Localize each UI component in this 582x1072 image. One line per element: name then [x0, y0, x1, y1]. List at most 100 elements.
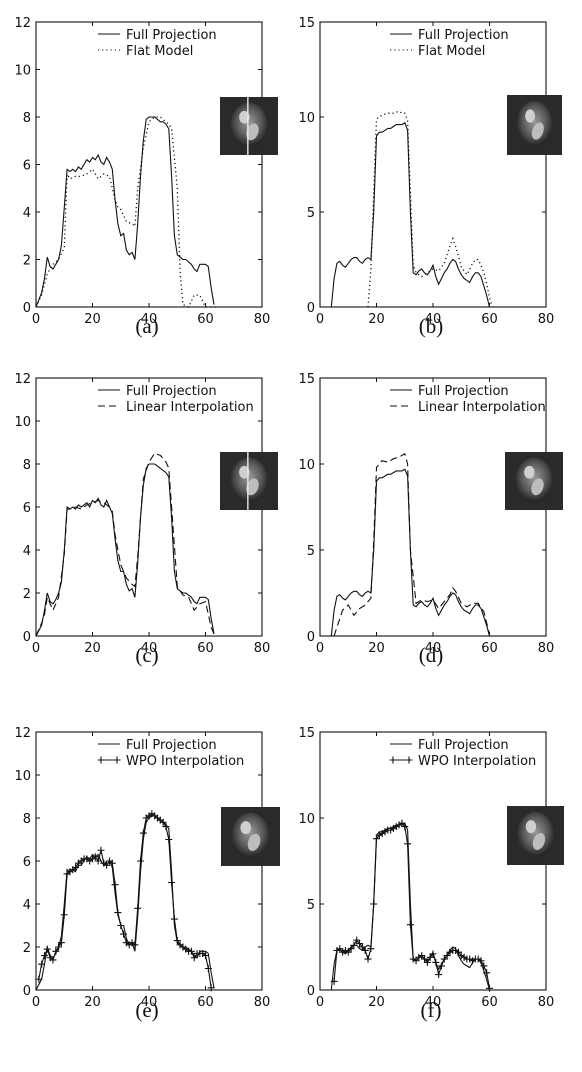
- data-point: [52, 947, 60, 955]
- x-tick-label: 40: [425, 641, 442, 656]
- x-tick-label: 0: [316, 641, 324, 656]
- data-point: [139, 829, 147, 837]
- data-point: [361, 946, 369, 954]
- series-line-full-projection: [330, 121, 491, 308]
- data-point: [38, 960, 46, 968]
- legend-label: WPO Interpolation: [418, 754, 536, 769]
- y-tick-label: 12: [14, 16, 31, 31]
- legend-label: Full Projection: [418, 28, 509, 43]
- series-line-full-projection: [35, 463, 215, 637]
- y-tick-label: 0: [23, 301, 31, 316]
- x-tick-label: 80: [254, 312, 271, 327]
- inset-image-organ: [525, 109, 536, 123]
- y-tick-label: 8: [23, 458, 31, 473]
- data-point: [207, 984, 215, 992]
- data-point: [137, 857, 145, 865]
- data-point: [49, 956, 57, 964]
- y-tick-label: 0: [23, 630, 31, 645]
- x-tick-label: 40: [141, 312, 158, 327]
- y-tick-label: 10: [14, 415, 31, 430]
- series-line-full-projection: [35, 815, 215, 991]
- legend-marker: [113, 756, 121, 764]
- x-tick-label: 20: [368, 641, 385, 656]
- x-tick-label: 40: [425, 995, 442, 1010]
- y-tick-label: 2: [23, 587, 31, 602]
- inset-image-organ: [246, 478, 259, 496]
- y-tick-label: 10: [298, 812, 315, 827]
- data-point: [120, 930, 128, 938]
- series-line-flat-model: [35, 116, 217, 308]
- y-tick-label: 5: [307, 898, 315, 913]
- inset-image-organ: [246, 123, 259, 141]
- legend-marker: [389, 756, 397, 764]
- x-tick-label: 60: [197, 995, 214, 1010]
- inset-image-organ: [240, 821, 252, 835]
- chart-panel-c: 0 20 40 60 80 0 2 4 6 8 10 12 Full ProjectionLinear …: [14, 372, 278, 667]
- x-tick-label: 0: [32, 995, 40, 1010]
- y-tick-label: 0: [307, 301, 315, 316]
- data-point: [173, 937, 181, 945]
- x-tick-label: 40: [141, 641, 158, 656]
- legend-label: Full Projection: [418, 738, 509, 753]
- data-point: [401, 823, 409, 831]
- data-point: [480, 962, 488, 970]
- data-point: [204, 965, 212, 972]
- inset-image-organ: [531, 478, 544, 496]
- legend-label: Linear Interpolation: [418, 400, 546, 415]
- panel-caption: (a): [135, 314, 158, 338]
- x-tick-label: 80: [254, 641, 271, 656]
- data-point: [364, 955, 372, 963]
- x-tick-label: 40: [141, 995, 158, 1010]
- x-tick-label: 0: [316, 312, 324, 327]
- y-tick-label: 10: [14, 769, 31, 784]
- y-tick-label: 6: [23, 159, 31, 174]
- inset-image: [221, 807, 280, 866]
- data-point: [40, 952, 48, 960]
- inset-image-organ: [531, 122, 544, 140]
- x-tick-label: 60: [481, 641, 498, 656]
- series-line-full-projection: [330, 822, 491, 991]
- legend-marker: [405, 756, 413, 764]
- x-tick-label: 80: [538, 641, 555, 656]
- data-point: [486, 984, 493, 992]
- y-tick-label: 10: [14, 64, 31, 79]
- data-point: [103, 861, 111, 869]
- inset-image-body: [517, 811, 554, 857]
- legend-label: Full Projection: [418, 384, 509, 399]
- x-tick-label: 60: [481, 995, 498, 1010]
- inset-image-organ: [239, 465, 250, 479]
- inset-image-body: [230, 457, 268, 502]
- data-point: [330, 977, 338, 985]
- data-point: [429, 950, 437, 958]
- x-tick-label: 80: [254, 995, 271, 1010]
- data-point: [404, 840, 412, 848]
- y-tick-label: 4: [23, 898, 31, 913]
- x-tick-label: 80: [538, 995, 555, 1010]
- y-tick-label: 12: [14, 372, 31, 387]
- legend-marker: [97, 756, 105, 764]
- data-point: [108, 859, 116, 867]
- data-point: [97, 846, 105, 854]
- data-point: [190, 954, 198, 962]
- data-point: [477, 957, 485, 965]
- legend-label: WPO Interpolation: [126, 754, 244, 769]
- series-line-linear-interpolation: [35, 452, 215, 637]
- y-tick-label: 12: [14, 726, 31, 741]
- y-tick-label: 6: [23, 855, 31, 870]
- data-point: [55, 943, 63, 951]
- legend-label: Flat Model: [418, 44, 485, 59]
- inset-image-body: [230, 102, 268, 147]
- data-point: [483, 969, 491, 977]
- data-point: [367, 945, 375, 953]
- x-tick-label: 0: [32, 312, 40, 327]
- data-point: [168, 879, 176, 886]
- y-tick-label: 4: [23, 544, 31, 559]
- panel-caption: (f): [421, 998, 442, 1022]
- inset-image-body: [231, 812, 270, 858]
- x-tick-label: 0: [316, 995, 324, 1010]
- legend-label: Full Projection: [126, 384, 217, 399]
- y-tick-label: 15: [298, 372, 315, 387]
- x-tick-label: 80: [538, 312, 555, 327]
